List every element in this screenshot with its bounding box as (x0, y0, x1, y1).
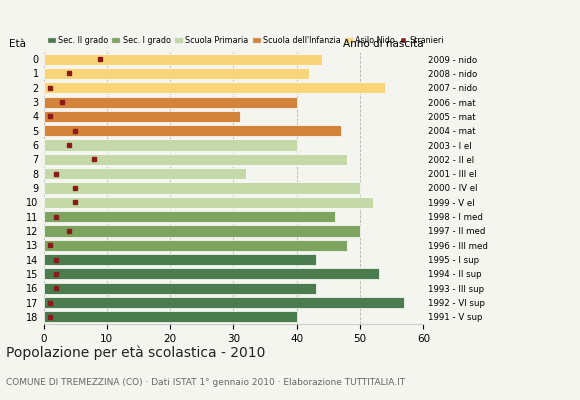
Bar (44, 182, 360, 194)
Bar (44, 240, 347, 251)
Bar (44, 68, 309, 79)
Bar (44, 268, 379, 280)
Text: Anno di nascita: Anno di nascita (343, 39, 423, 49)
Text: Popolazione per età scolastica - 2010: Popolazione per età scolastica - 2010 (6, 346, 265, 360)
Bar (44, 125, 341, 136)
Bar (44, 168, 246, 179)
Legend: Sec. II grado, Sec. I grado, Scuola Primaria, Scuola dell'Infanzia, Asilo Nido, : Sec. II grado, Sec. I grado, Scuola Prim… (48, 36, 444, 45)
Text: Età: Età (9, 39, 26, 49)
Bar (44, 283, 316, 294)
Bar (44, 225, 360, 236)
Bar (44, 211, 335, 222)
Bar (44, 154, 347, 165)
Bar (44, 82, 385, 93)
Bar (44, 311, 297, 322)
Bar (44, 96, 297, 108)
Text: COMUNE DI TREMEZZINA (CO) · Dati ISTAT 1° gennaio 2010 · Elaborazione TUTTITALIA: COMUNE DI TREMEZZINA (CO) · Dati ISTAT 1… (6, 378, 405, 387)
Bar (44, 111, 240, 122)
Bar (44, 197, 373, 208)
Bar (44, 297, 404, 308)
Bar (44, 140, 297, 151)
Bar (44, 54, 322, 65)
Bar (44, 254, 316, 265)
